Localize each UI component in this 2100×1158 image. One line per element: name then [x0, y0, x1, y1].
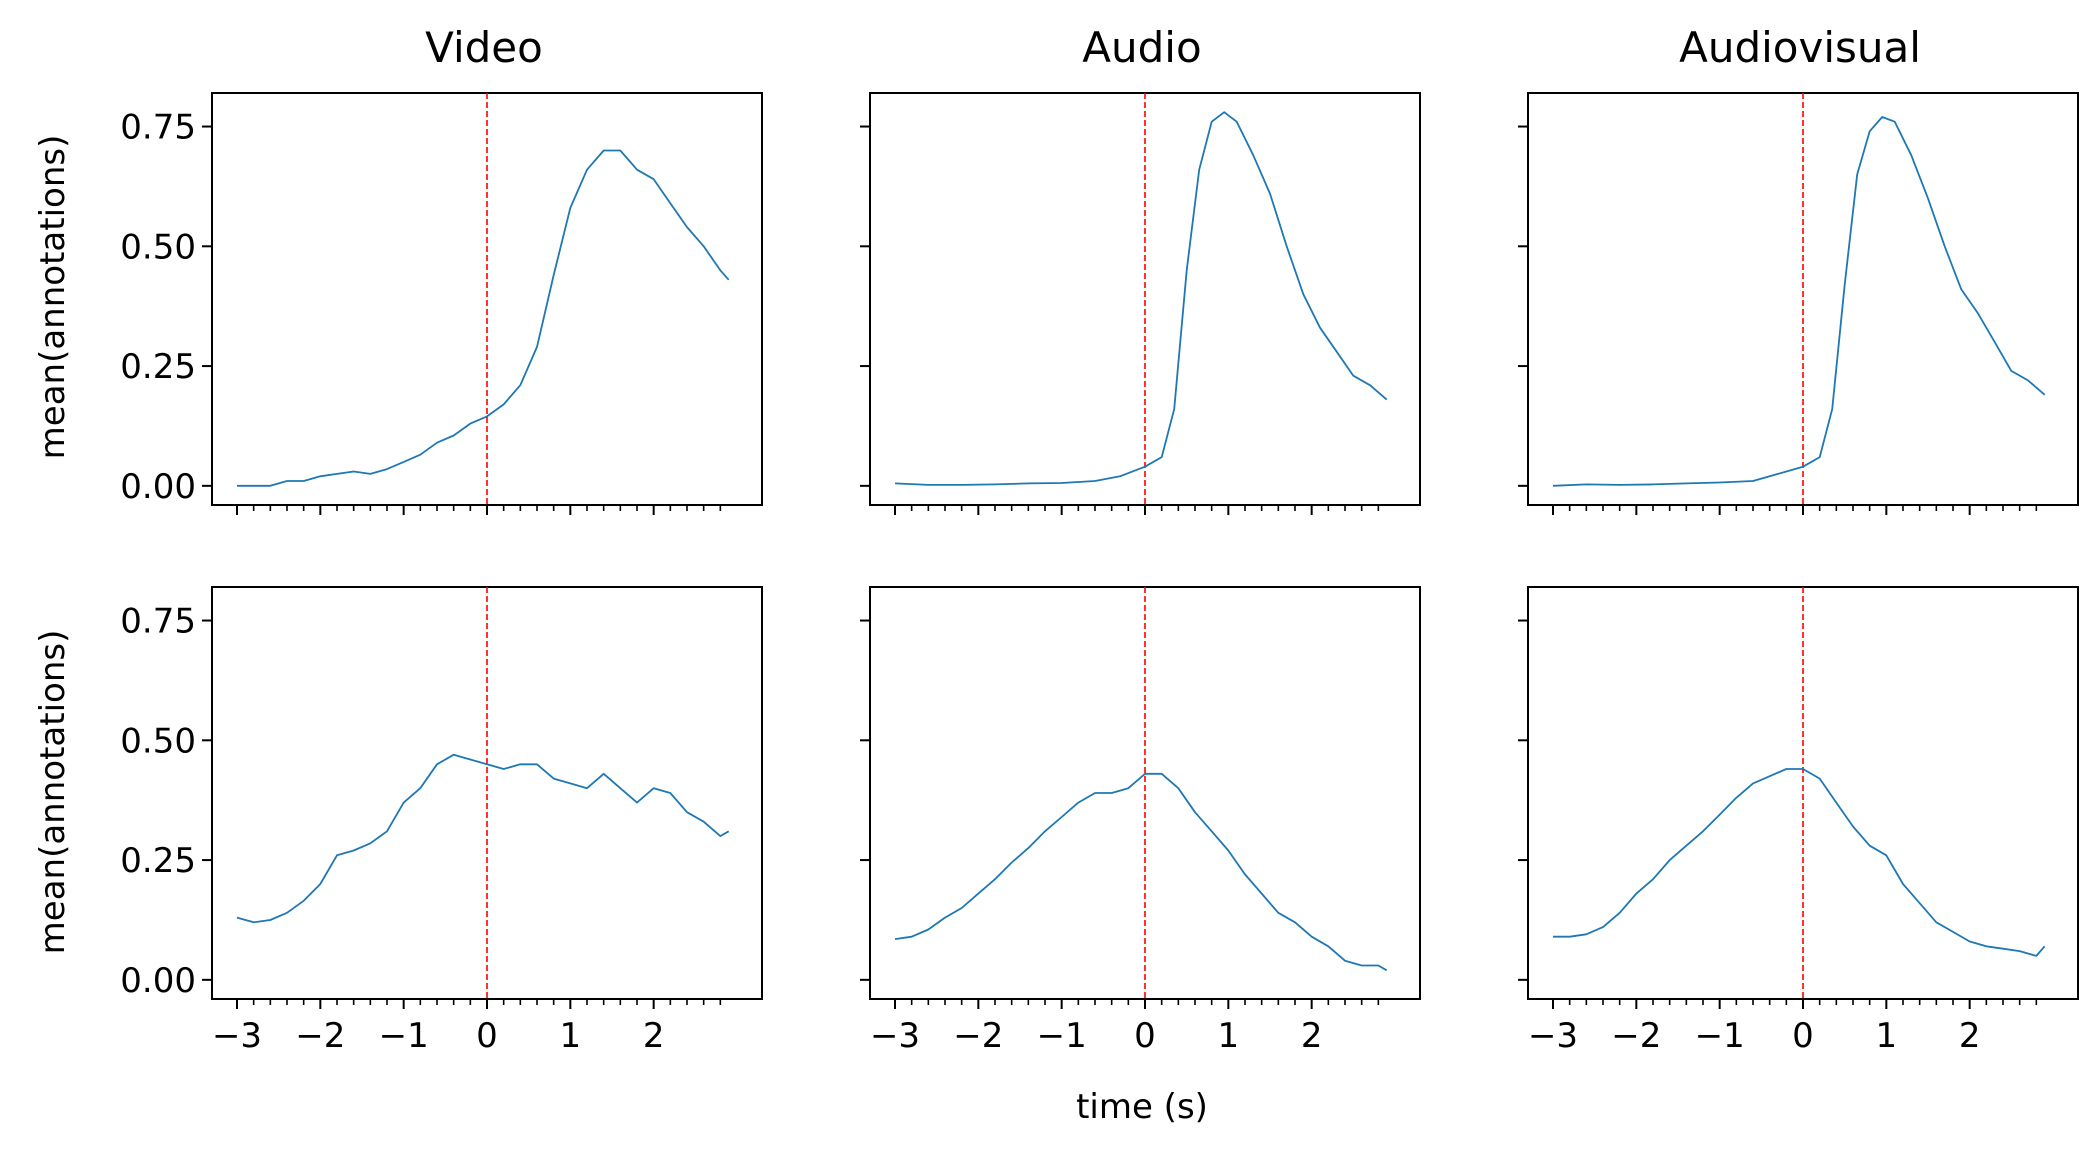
x-tick-label: 1: [1218, 1016, 1240, 1056]
axes-frame: [211, 92, 763, 506]
panel-0-0: 0.00 0.25 0.50 0.75: [120, 92, 763, 515]
y-tick-label: 0.00: [120, 961, 196, 1001]
x-tick-label: 2: [1301, 1016, 1323, 1056]
y-tick-label: 0.00: [120, 467, 196, 507]
x-tick-label: 0: [1134, 1016, 1156, 1056]
axes-frame: [1527, 586, 2079, 1000]
x-tick-label: −2: [953, 1016, 1003, 1056]
x-tick-label: −1: [1037, 1016, 1087, 1056]
panel-0-2: [1518, 92, 2079, 515]
y-tick-label: 0.50: [120, 721, 196, 761]
x-tick-label: 0: [476, 1016, 498, 1056]
column-title-audiovisual: Audiovisual: [1679, 23, 1921, 72]
panel-0-1: [860, 92, 1421, 515]
x-axis-label: time (s): [1076, 1087, 1208, 1127]
panel-1-2: −3 −2 −1 0 1 2: [1518, 586, 2079, 1056]
x-tick-label: −3: [870, 1016, 920, 1056]
y-tick-label: 0.25: [120, 841, 196, 881]
axes-frame: [211, 586, 763, 1000]
y-tick-label: 0.25: [120, 347, 196, 387]
column-title-audio: Audio: [1082, 23, 1201, 72]
y-tick-label: 0.75: [120, 602, 196, 642]
x-tick-label: −2: [1611, 1016, 1661, 1056]
x-tick-label: 1: [560, 1016, 582, 1056]
x-tick-label: −1: [379, 1016, 429, 1056]
column-title-video: Video: [425, 23, 543, 72]
panel-1-0: 0.00 0.25 0.50 0.75 −3 −2 −1 0 1 2: [120, 586, 763, 1056]
series-line: [236, 753, 730, 924]
y-axis-label-bottom: mean(annotations): [33, 630, 73, 955]
axes-frame: [869, 92, 1421, 506]
series-line: [237, 149, 730, 487]
series-line: [894, 772, 1388, 972]
x-tick-label: 2: [1959, 1016, 1981, 1056]
y-axis-label-top: mean(annotations): [33, 135, 73, 460]
axes-frame: [869, 586, 1421, 1000]
x-tick-label: −3: [1528, 1016, 1578, 1056]
x-tick-label: 2: [643, 1016, 665, 1056]
x-tick-label: −2: [295, 1016, 345, 1056]
x-tick-label: −3: [212, 1016, 262, 1056]
axes-frame: [1527, 92, 2079, 506]
panel-1-1: −3 −2 −1 0 1 2: [860, 586, 1421, 1056]
series-line: [1553, 768, 2046, 957]
series-line: [894, 111, 1388, 486]
panels-layer: 0.00 0.25 0.50 0.75 0.00 0.25 0.50 0.75 −3 −2 −1 0 1…: [120, 92, 2079, 1056]
series-line: [1552, 116, 2046, 487]
y-tick-label: 0.50: [120, 227, 196, 267]
x-tick-label: 0: [1792, 1016, 1814, 1056]
x-tick-label: 1: [1876, 1016, 1898, 1056]
y-tick-label: 0.75: [120, 108, 196, 148]
x-tick-label: −1: [1695, 1016, 1745, 1056]
